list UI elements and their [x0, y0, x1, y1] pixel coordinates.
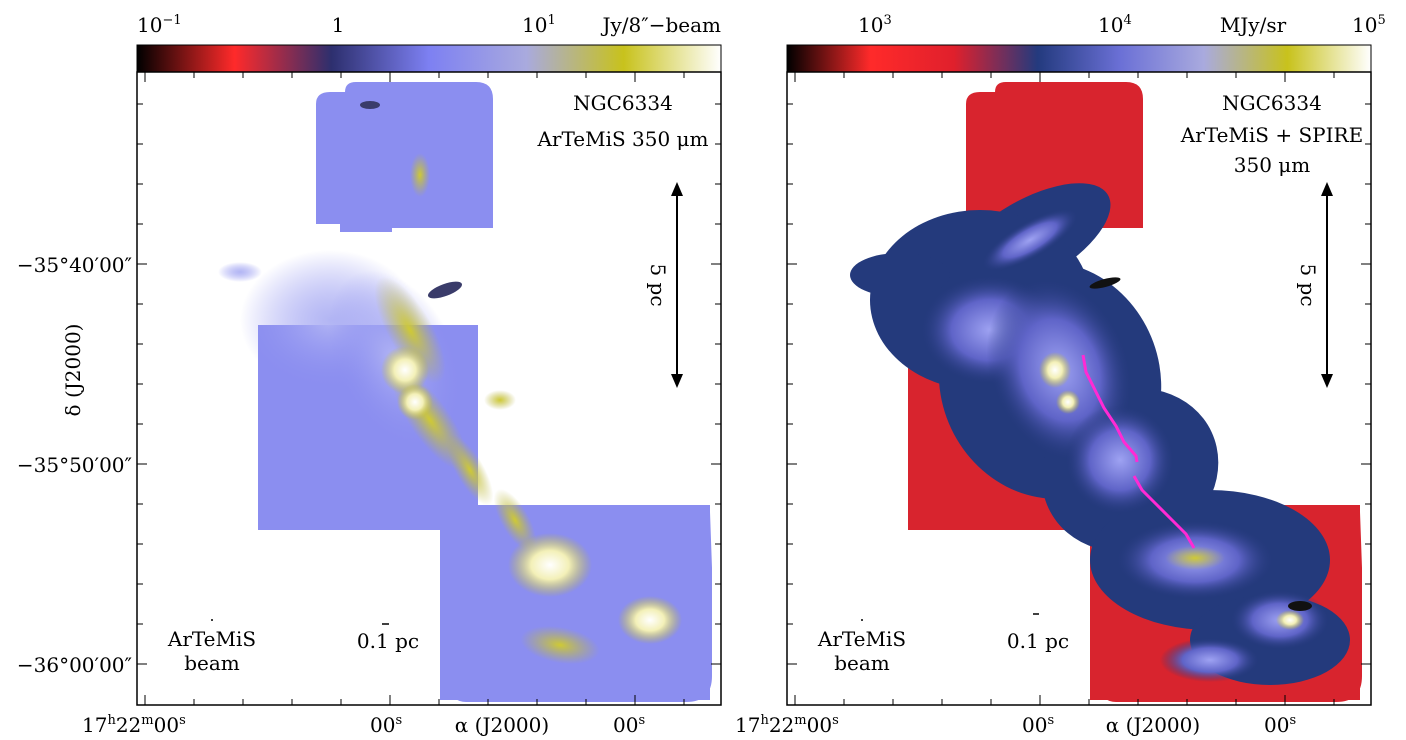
emission-blob [218, 262, 262, 282]
beam-label: beam [184, 651, 240, 675]
scale-bar-label: 5 pc [1296, 263, 1320, 306]
right-panel: 103 104 MJy/sr 105 17h22m00s 00s 00s α (… [735, 13, 1386, 737]
small-scale-label: 0.1 pc [1007, 629, 1069, 653]
emission-blob [850, 253, 950, 297]
hot-core [508, 533, 592, 597]
colorbar-tick-label: 1 [332, 13, 345, 37]
scale-bar-label: 5 pc [646, 263, 670, 306]
beam-label: beam [834, 651, 890, 675]
x-tick-label: 00s [613, 713, 645, 737]
colorbar-tick-label: 103 [858, 13, 892, 37]
filament-trace [1081, 354, 1196, 549]
axis-ticks-left [137, 72, 721, 705]
hot-core [1056, 390, 1080, 414]
x-tick-label: 00s [1022, 713, 1054, 737]
dark-artifact [1288, 601, 1312, 611]
map-title: NGC6334 [1222, 91, 1322, 115]
scale-bar-5pc: 5 pc [1296, 182, 1333, 388]
emission-structures [850, 183, 1350, 685]
emission-structures [218, 101, 682, 665]
colorbar-tick-label: 10−1 [137, 13, 182, 37]
colorbar-strip [136, 44, 722, 73]
x-axis-label: α (J2000) [1106, 713, 1200, 737]
beam-label: ArTeMiS [817, 627, 906, 651]
beam-marker: ArTeMiS beam [167, 619, 256, 675]
y-axis-label: δ (J2000) [61, 324, 85, 417]
emission-blob [1160, 638, 1260, 682]
small-scale-bar: 0.1 pc [357, 623, 419, 653]
colorbar-tick-label: 105 [1352, 13, 1386, 37]
emission-blob [981, 208, 1079, 272]
colorbar-left: 10−1 1 101 Jy/8″−beam [136, 13, 722, 73]
hot-core [618, 596, 682, 644]
x-tick-label: 17h22m00s [735, 713, 839, 737]
filament-ridge [484, 390, 516, 410]
dark-artifact [427, 281, 463, 299]
filament-ridge [1165, 546, 1225, 570]
filament-ridge [446, 434, 494, 506]
beam-label: ArTeMiS [167, 627, 256, 651]
colorbar-right: 103 104 MJy/sr 105 [786, 13, 1386, 73]
hot-core [1039, 352, 1071, 388]
y-tick-label: −36°00′00″ [17, 653, 132, 677]
map-title: NGC6334 [573, 91, 673, 115]
colorbar-unit: MJy/sr [1220, 13, 1287, 37]
scale-bar-5pc: 5 pc [646, 182, 683, 388]
hot-core [381, 346, 429, 394]
intensity-map-left [143, 82, 712, 702]
colorbar-tick-label: 104 [1098, 13, 1132, 37]
dark-artifact [1089, 277, 1121, 289]
small-scale-label: 0.1 pc [357, 629, 419, 653]
filament-ridge [493, 488, 537, 552]
map-title: ArTeMiS + SPIRE [1180, 123, 1363, 147]
map-title: 350 μm [1234, 153, 1311, 177]
emission-blob [1065, 405, 1175, 515]
left-panel: 10−1 1 101 Jy/8″−beam −35°40′00″ −35°50′… [17, 13, 722, 737]
axis-ticks-right [787, 72, 1371, 705]
beam-marker: ArTeMiS beam [817, 619, 906, 675]
hot-core [1276, 610, 1304, 630]
colorbar-unit: Jy/8″−beam [600, 13, 721, 37]
map-title: ArTeMiS 350 μm [536, 127, 708, 151]
y-tick-label: −35°40′00″ [17, 253, 132, 277]
hot-core [397, 384, 433, 420]
x-tick-label: 00s [1264, 713, 1296, 737]
x-tick-label: 17h22m00s [82, 713, 186, 737]
filament-ridge [374, 276, 446, 384]
small-scale-bar: 0.1 pc [1007, 613, 1069, 653]
colorbar-strip [786, 44, 1372, 73]
colorbar-tick-label: 101 [522, 13, 556, 37]
x-axis-label: α (J2000) [455, 713, 549, 737]
filament-ridge [410, 153, 430, 197]
dark-artifact [360, 101, 380, 109]
y-tick-label: −35°50′00″ [17, 453, 132, 477]
intensity-map-right [793, 82, 1362, 702]
x-tick-label: 00s [370, 713, 402, 737]
filament-ridge [520, 625, 600, 665]
